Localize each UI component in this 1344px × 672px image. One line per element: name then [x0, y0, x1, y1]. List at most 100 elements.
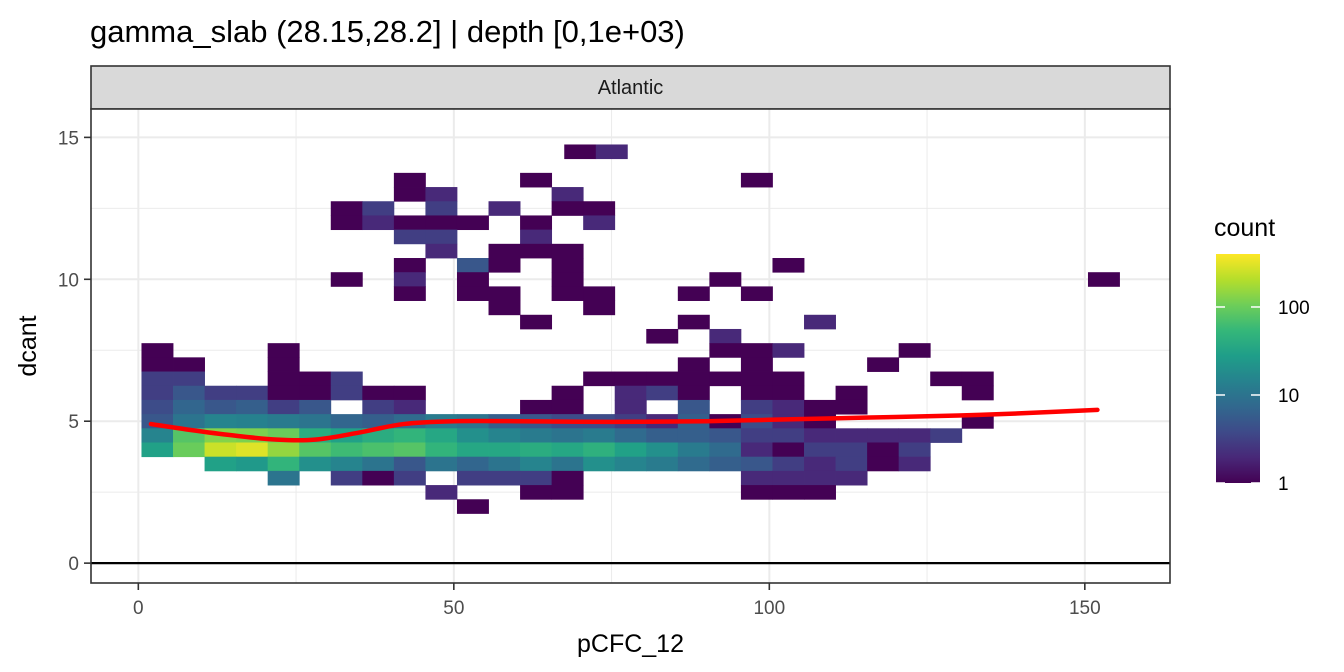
y-axis-ticks: 0 5 10 15	[58, 128, 91, 575]
heatmap-cell	[141, 442, 174, 458]
heatmap-cell	[425, 485, 458, 500]
facet-strip	[90, 65, 1171, 110]
heatmap-cell	[456, 499, 489, 514]
heatmap-cell	[646, 428, 679, 443]
heatmap-cell	[456, 258, 489, 273]
chart-title: gamma_slab (28.15,28.2] | depth [0,1e+03…	[90, 14, 685, 49]
heatmap-cell	[740, 428, 773, 443]
heatmap-cell	[898, 343, 931, 358]
heatmap-cell	[267, 385, 300, 401]
heatmap-cell	[804, 470, 836, 486]
heatmap-cell	[456, 470, 489, 486]
heatmap-cell	[551, 428, 584, 443]
heatmap-cell	[930, 428, 963, 443]
heatmap-cell	[141, 385, 174, 401]
heatmap-cell	[740, 172, 773, 188]
heatmap-cell	[330, 385, 363, 401]
heatmap-cell	[835, 428, 868, 443]
heatmap-cell	[393, 456, 426, 472]
heatmap-cell	[772, 371, 805, 387]
legend: count 1 10 100	[1214, 214, 1310, 495]
heatmap-cell	[898, 442, 931, 458]
heatmap-cell	[488, 428, 521, 443]
heatmap-cell	[677, 385, 710, 401]
heatmap-cell	[740, 470, 773, 486]
heatmap-cell	[393, 272, 426, 287]
heatmap-cell	[456, 442, 489, 458]
x-tick-label: 0	[133, 598, 144, 619]
heatmap-cell	[330, 215, 363, 231]
heatmap-cell	[677, 399, 710, 415]
plot-panel	[91, 109, 1170, 583]
heatmap-cell	[362, 456, 395, 472]
heatmap-cell	[520, 399, 553, 415]
heatmap-cell	[583, 286, 616, 301]
panel-border	[90, 108, 1171, 584]
heatmap-cell	[393, 385, 426, 401]
heatmap-cell	[772, 442, 805, 458]
y-tick-label: 15	[58, 128, 79, 149]
heatmap-cell	[709, 371, 742, 387]
heatmap-cell	[614, 428, 647, 443]
heatmap-cell	[267, 343, 300, 358]
heatmap-cell	[330, 442, 363, 458]
heatmap-cell	[677, 314, 710, 330]
heatmap-cell	[362, 442, 395, 458]
heatmap-cell	[583, 428, 616, 443]
heatmap-cell	[583, 201, 616, 216]
legend-colorbar	[1216, 254, 1260, 483]
heatmap-cell	[646, 371, 679, 387]
heatmap-cell	[772, 258, 805, 273]
heatmap-cell	[867, 442, 900, 458]
heatmap-cell	[709, 428, 742, 443]
heatmap-cell	[488, 442, 521, 458]
heatmap-cell	[267, 470, 300, 486]
heatmap-cell	[236, 414, 269, 429]
heatmap-cell	[583, 300, 616, 316]
heatmap-cell	[740, 399, 773, 415]
heatmap-cell	[551, 243, 584, 259]
heatmap-cell	[520, 229, 553, 245]
heatmap-cell	[677, 428, 710, 443]
heatmap-cell	[677, 357, 710, 372]
heatmap-cell	[804, 442, 836, 458]
heatmap-cell	[709, 456, 742, 472]
heatmap-cell	[425, 187, 458, 202]
heatmap-cell	[772, 399, 805, 415]
legend-label: 1	[1278, 474, 1289, 495]
smooth-line	[148, 407, 1100, 443]
heatmap-cell	[267, 414, 300, 429]
heatmap-cell	[299, 414, 332, 429]
heatmap-cell	[299, 371, 332, 387]
heatmap-cell	[362, 385, 395, 401]
legend-label: 10	[1278, 386, 1299, 407]
heatmap-cell	[425, 456, 458, 472]
heatmap-cell	[772, 428, 805, 443]
heatmap-cell	[583, 456, 616, 472]
heatmap-cell	[488, 201, 521, 216]
heatmap-cell	[393, 428, 426, 443]
heatmap-cell	[204, 414, 237, 429]
heatmap-cell	[236, 456, 269, 472]
heatmap-cell	[520, 172, 553, 188]
heatmap-cell	[740, 456, 773, 472]
heatmap-cell	[520, 215, 553, 231]
legend-label: 100	[1278, 298, 1310, 319]
heatmap-cell	[804, 456, 836, 472]
heatmap-cell	[393, 442, 426, 458]
heatmap-cell	[677, 286, 710, 301]
heatmap-cell	[867, 456, 900, 472]
heatmap-cell	[677, 442, 710, 458]
heatmap-cell	[488, 243, 521, 259]
heatmap-cell	[772, 343, 805, 358]
heatmap-cell	[740, 485, 773, 500]
heatmap-cell	[930, 371, 963, 387]
heatmap-cell	[520, 314, 553, 330]
facet-strip-label: Atlantic	[598, 77, 664, 99]
heatmap-cell	[898, 456, 931, 472]
heatmap-cell	[456, 215, 489, 231]
heatmap-cell	[709, 328, 742, 344]
heatmap-cell	[740, 343, 773, 358]
heatmap-cell	[393, 258, 426, 273]
heatmap-cell	[236, 385, 269, 401]
